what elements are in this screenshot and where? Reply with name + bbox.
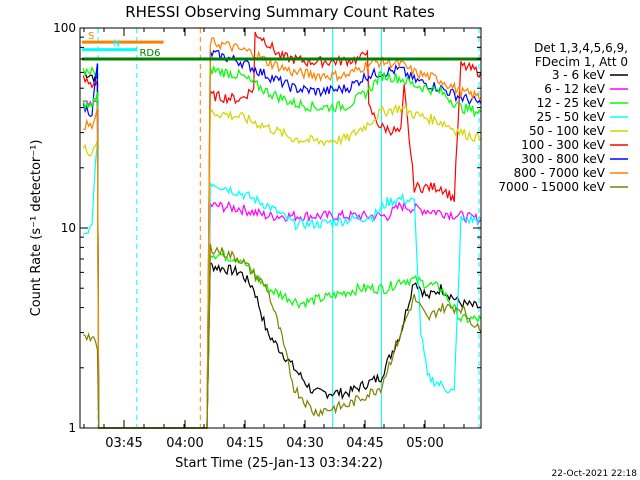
x-tick-label: 04:00 [166,436,203,451]
x-tick-label: 05:00 [406,436,443,451]
y-tick-label: 10 [61,221,76,235]
x-tick-label: 04:15 [226,436,263,451]
legend-label: 50 - 100 keV [529,124,606,138]
x-axis-label: Start Time (25-Jan-13 03:34:22) [175,456,383,471]
y-axis-label: Count Rate (s⁻¹ detector⁻¹) [29,140,44,317]
flag-label-n: N [113,39,120,50]
legend-label: 12 - 25 keV [537,96,606,110]
y-tick-label: 1 [68,421,76,435]
legend-label: 300 - 800 keV [521,152,605,166]
legend-label: 800 - 7000 keV [514,166,606,180]
legend-label: 7000 - 15000 keV [498,180,605,194]
x-tick-label: 04:45 [346,436,383,451]
y-tick-label: 100 [53,21,76,35]
legend-header-line-2: FDecim 1, Att 0 [535,55,628,69]
legend-label: 6 - 12 keV [544,82,606,96]
legend: Det 1,3,4,5,6,9, FDecim 1, Att 0 3 - 6 k… [498,41,628,194]
flag-label-rd6: RD6 [139,48,160,59]
x-tick-label: 04:30 [286,436,323,451]
legend-label: 3 - 6 keV [552,68,606,82]
legend-label: 25 - 50 keV [537,110,606,124]
chart-title: RHESSI Observing Summary Count Rates [125,3,435,21]
axis-ticks: 1 10 100 03:45 04:00 04:15 04:30 04:45 05:00 [53,21,481,451]
legend-header-line-1: Det 1,3,4,5,6,9, [534,41,628,55]
footer-date: 22-Oct-2021 22:18 [552,469,638,479]
legend-label: 100 - 300 keV [521,138,605,152]
x-tick-label: 03:45 [105,436,142,451]
flag-label-s: S [88,31,94,42]
